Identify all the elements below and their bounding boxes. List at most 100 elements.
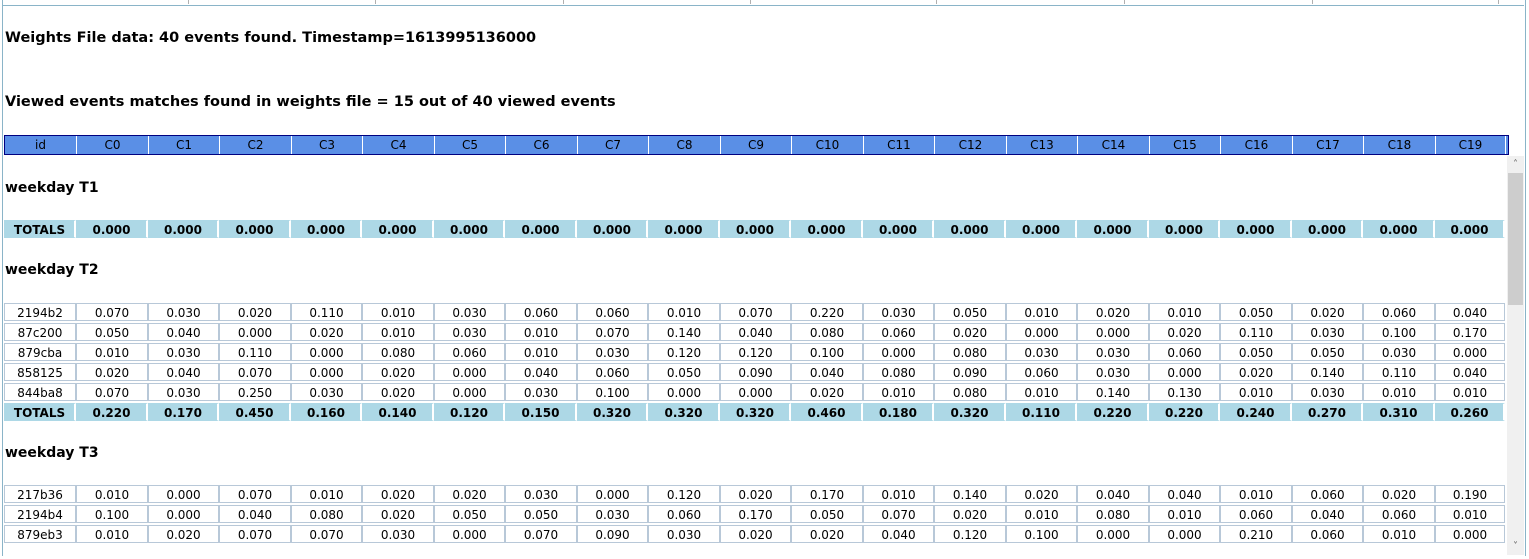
value-cell: 0.020 bbox=[362, 485, 434, 503]
table-row[interactable]: 217b36 0.010 0.000 0.070 0.010 0.020 0.020 0.03… bbox=[4, 485, 1505, 503]
value-cell: 0.090 bbox=[577, 525, 648, 543]
weights-table[interactable]: weekday T1 TOTALS 0.000 0.000 0.000 0.000 0.00… bbox=[4, 156, 1507, 556]
value-cell: 0.030 bbox=[148, 383, 219, 401]
value-cell: 0.030 bbox=[1077, 363, 1149, 381]
value-cell: 0.000 bbox=[1292, 220, 1363, 238]
value-cell: 0.000 bbox=[1435, 220, 1505, 238]
value-cell: 0.320 bbox=[577, 403, 648, 421]
value-cell: 0.090 bbox=[720, 363, 791, 381]
column-header-c11[interactable]: C11 bbox=[864, 136, 935, 154]
value-cell: 0.020 bbox=[791, 525, 863, 543]
weights-file-info: Weights File data: 40 events found. Time… bbox=[5, 30, 537, 46]
value-cell: 0.190 bbox=[1435, 485, 1505, 503]
column-header-c18[interactable]: C18 bbox=[1364, 136, 1436, 154]
value-cell: 0.220 bbox=[1077, 403, 1149, 421]
table-row[interactable]: 879cba 0.010 0.030 0.110 0.000 0.080 0.060 0.01… bbox=[4, 343, 1505, 361]
scrollbar-thumb[interactable] bbox=[1508, 173, 1523, 305]
value-cell: 0.010 bbox=[505, 343, 577, 361]
column-header-c15[interactable]: C15 bbox=[1150, 136, 1221, 154]
column-header-c9[interactable]: C9 bbox=[721, 136, 792, 154]
value-cell: 0.000 bbox=[291, 220, 362, 238]
column-header-c1[interactable]: C1 bbox=[149, 136, 220, 154]
value-cell: 0.080 bbox=[362, 343, 434, 361]
value-cell: 0.030 bbox=[577, 343, 648, 361]
column-header-c3[interactable]: C3 bbox=[292, 136, 363, 154]
value-cell: 0.000 bbox=[577, 220, 648, 238]
value-cell: 0.060 bbox=[505, 303, 577, 321]
value-cell: 0.000 bbox=[434, 363, 505, 381]
value-cell: 0.050 bbox=[934, 303, 1006, 321]
column-header-c12[interactable]: C12 bbox=[935, 136, 1007, 154]
column-header-id[interactable]: id bbox=[5, 136, 77, 154]
totals-row[interactable]: TOTALS 0.000 0.000 0.000 0.000 0.000 0.000 0.00… bbox=[4, 220, 1505, 238]
value-cell: 0.060 bbox=[1363, 303, 1435, 321]
value-cell: 0.050 bbox=[1220, 303, 1292, 321]
column-header-c7[interactable]: C7 bbox=[578, 136, 649, 154]
column-header-c17[interactable]: C17 bbox=[1293, 136, 1364, 154]
value-cell: 0.040 bbox=[863, 525, 934, 543]
value-cell: 0.220 bbox=[76, 403, 148, 421]
value-cell: 0.050 bbox=[1292, 343, 1363, 361]
event-id-cell: 87c200 bbox=[4, 323, 76, 341]
value-cell: 0.000 bbox=[720, 220, 791, 238]
value-cell: 0.000 bbox=[1077, 525, 1149, 543]
value-cell: 0.460 bbox=[791, 403, 863, 421]
vertical-scrollbar[interactable]: ˄ ˅ bbox=[1507, 156, 1524, 555]
value-cell: 0.010 bbox=[76, 525, 148, 543]
value-cell: 0.010 bbox=[291, 485, 362, 503]
value-cell: 0.030 bbox=[1363, 343, 1435, 361]
value-cell: 0.000 bbox=[362, 220, 434, 238]
column-header-c10[interactable]: C10 bbox=[792, 136, 864, 154]
value-cell: 0.000 bbox=[148, 220, 219, 238]
value-cell: 0.010 bbox=[1006, 303, 1077, 321]
table-row[interactable]: 858125 0.020 0.040 0.070 0.000 0.020 0.000 0.04… bbox=[4, 363, 1505, 381]
matches-info: Viewed events matches found in weights f… bbox=[5, 94, 616, 110]
top-table-edge bbox=[2, 0, 1524, 6]
value-cell: 0.020 bbox=[362, 505, 434, 523]
column-header-row: id C0 C1 C2 C3 C4 C5 C6 C7 C8 C9 C10 C11 C12 C13 C14 C15… bbox=[4, 135, 1509, 155]
value-cell: 0.210 bbox=[1220, 525, 1292, 543]
column-header-c8[interactable]: C8 bbox=[649, 136, 721, 154]
value-cell: 0.030 bbox=[505, 485, 577, 503]
value-cell: 0.000 bbox=[76, 220, 148, 238]
value-cell: 0.020 bbox=[76, 363, 148, 381]
value-cell: 0.110 bbox=[219, 343, 291, 361]
value-cell: 0.020 bbox=[362, 363, 434, 381]
totals-row[interactable]: TOTALS 0.220 0.170 0.450 0.160 0.140 0.120 0.15… bbox=[4, 403, 1505, 421]
table-row[interactable]: 2194b2 0.070 0.030 0.020 0.110 0.010 0.030 0.06… bbox=[4, 303, 1505, 321]
chevron-up-icon[interactable]: ˄ bbox=[1513, 159, 1518, 170]
value-cell: 0.140 bbox=[648, 323, 720, 341]
value-cell: 0.060 bbox=[1363, 505, 1435, 523]
table-row[interactable]: 844ba8 0.070 0.030 0.250 0.030 0.020 0.000 0.03… bbox=[4, 383, 1505, 401]
value-cell: 0.070 bbox=[219, 525, 291, 543]
column-header-c13[interactable]: C13 bbox=[1007, 136, 1078, 154]
value-cell: 0.020 bbox=[720, 485, 791, 503]
table-row[interactable]: 87c200 0.050 0.040 0.000 0.020 0.010 0.030 0.01… bbox=[4, 323, 1505, 341]
value-cell: 0.070 bbox=[720, 303, 791, 321]
column-header-c4[interactable]: C4 bbox=[363, 136, 435, 154]
value-cell: 0.060 bbox=[863, 323, 934, 341]
table-row[interactable]: 2194b4 0.100 0.000 0.040 0.080 0.020 0.050 0.05… bbox=[4, 505, 1505, 523]
value-cell: 0.100 bbox=[577, 383, 648, 401]
value-cell: 0.010 bbox=[1435, 505, 1505, 523]
value-cell: 0.020 bbox=[720, 525, 791, 543]
column-header-c19[interactable]: C19 bbox=[1436, 136, 1506, 154]
column-header-c0[interactable]: C0 bbox=[77, 136, 149, 154]
column-header-c14[interactable]: C14 bbox=[1078, 136, 1150, 154]
value-cell: 0.140 bbox=[1077, 383, 1149, 401]
value-cell: 0.030 bbox=[434, 323, 505, 341]
column-header-c2[interactable]: C2 bbox=[220, 136, 292, 154]
column-header-c6[interactable]: C6 bbox=[506, 136, 578, 154]
column-header-c5[interactable]: C5 bbox=[435, 136, 506, 154]
value-cell: 0.000 bbox=[434, 525, 505, 543]
value-cell: 0.310 bbox=[1363, 403, 1435, 421]
value-cell: 0.020 bbox=[362, 383, 434, 401]
column-header-c16[interactable]: C16 bbox=[1221, 136, 1293, 154]
value-cell: 0.030 bbox=[1292, 323, 1363, 341]
value-cell: 0.120 bbox=[648, 343, 720, 361]
value-cell: 0.270 bbox=[1292, 403, 1363, 421]
value-cell: 0.050 bbox=[791, 505, 863, 523]
table-row[interactable]: 879eb3 0.010 0.020 0.070 0.070 0.030 0.000 0.07… bbox=[4, 525, 1505, 543]
chevron-down-icon[interactable]: ˅ bbox=[1513, 541, 1518, 552]
